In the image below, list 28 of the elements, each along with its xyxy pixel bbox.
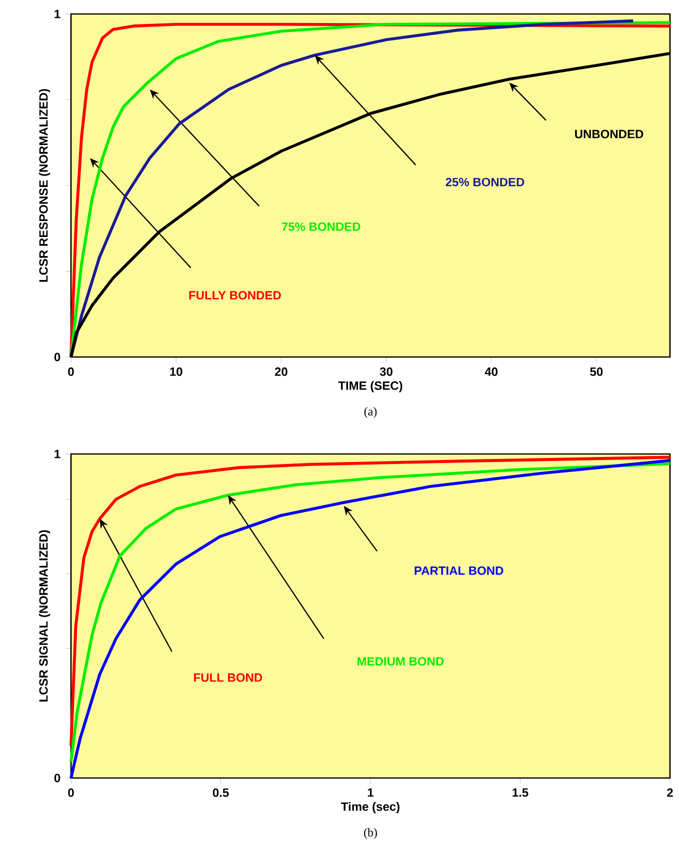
text: 75% BONDED: [282, 222, 360, 231]
text: UNBONDED: [575, 130, 644, 138]
y-tick-label: 1: [54, 10, 60, 18]
x-tick-label: 30: [380, 367, 392, 376]
y-tick-label: 0: [54, 774, 60, 782]
x-tick-label: 40: [484, 367, 498, 376]
text: PARTIAL BOND: [414, 566, 504, 575]
x-tick-label: 1.5: [512, 788, 528, 797]
x-tick-label: 0.5: [212, 788, 229, 797]
text: (b): [364, 828, 377, 839]
text: 25% BONDED: [446, 178, 524, 186]
x-tick-label: 0: [68, 788, 74, 797]
y-tick-label: 0: [54, 352, 60, 362]
x-tick-label: 50: [590, 367, 603, 376]
y-tick-label: 1: [54, 450, 60, 458]
x-tick-label: 20: [274, 367, 288, 376]
x-tick-label: 0: [68, 367, 74, 376]
x-axis-title: Time (sec): [341, 802, 400, 814]
text: FULLY BONDED: [189, 291, 281, 300]
x-axis-title: TIME (SEC): [338, 381, 402, 392]
y-axis-title: LCSR SIGNAL (NORMALIZED): [38, 530, 50, 702]
x-tick-label: 10: [170, 367, 182, 376]
x-tick-label: 2: [667, 788, 673, 797]
text: MEDIUM BOND: [358, 657, 444, 666]
y-axis-title: LCSR RESPONSE (NORMALIZED): [38, 89, 50, 282]
x-tick-label: 1: [368, 788, 374, 797]
text: FULL BOND: [194, 673, 262, 682]
text: (a): [364, 407, 377, 418]
